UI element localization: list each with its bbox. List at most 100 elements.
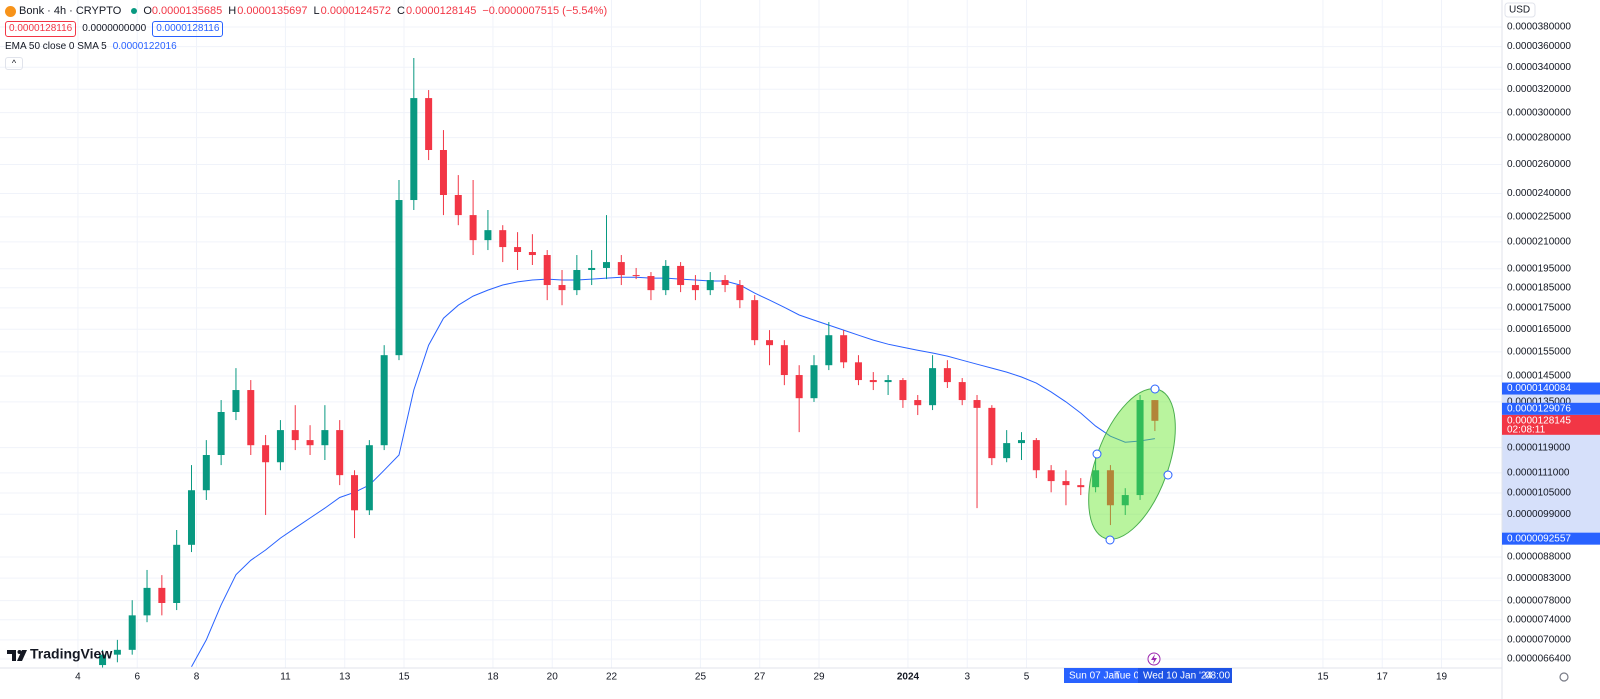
candle-body: [439, 150, 447, 195]
ohlc-value: 0.0000124572: [320, 5, 392, 17]
candle-body: [840, 335, 848, 363]
y-tick-label: 0.0000380000: [1507, 22, 1571, 33]
handle[interactable]: [1092, 449, 1102, 459]
y-tick-label: 0.0000185000: [1507, 282, 1571, 293]
y-tick-label: 0.0000074000: [1507, 614, 1571, 625]
x-tick-label: 5: [1024, 672, 1030, 683]
candle-body: [1032, 440, 1040, 471]
alert-icon[interactable]: [1147, 652, 1161, 666]
candle-body: [410, 98, 418, 201]
brand-logo[interactable]: TradingView: [7, 646, 112, 662]
x-tick-label: 15: [1317, 672, 1329, 683]
candle-body: [810, 365, 818, 399]
candle-body: [425, 98, 433, 151]
candle-body: [158, 587, 166, 603]
candle-body: [262, 445, 270, 463]
y-tick-label: 0.0000280000: [1507, 132, 1571, 143]
price-label-box: [1502, 402, 1600, 415]
candle-body: [484, 230, 492, 241]
y-tick-label: 0.0000088000: [1507, 552, 1571, 563]
indicator-name[interactable]: EMA 50 close 0 SMA 5: [5, 41, 107, 52]
y-tick-label: 0.0000225000: [1507, 212, 1571, 223]
x-tick-label: 6: [134, 672, 140, 683]
alert-bolt: [1151, 654, 1157, 664]
handle[interactable]: [1163, 470, 1173, 480]
time-axis[interactable]: [0, 668, 1502, 699]
candle-body: [1003, 443, 1011, 459]
trade-row: 0.0000128116 0.0000000000 0.0000128116: [5, 21, 607, 37]
candle-body: [632, 275, 640, 277]
price-label: 0.0000129076: [1507, 403, 1571, 414]
candle-body: [617, 262, 625, 276]
settings-icon[interactable]: [1559, 672, 1569, 682]
currency-button[interactable]: [1504, 2, 1536, 18]
logo-mark: [17, 650, 22, 654]
y-tick-label: 0.0000155000: [1507, 347, 1571, 358]
handle[interactable]: [1105, 535, 1115, 545]
price-label: 0.0000092557: [1507, 533, 1571, 544]
ellipse-drawing[interactable]: [1071, 377, 1193, 550]
x-tick-label: 3: [964, 672, 970, 683]
change: −0.0000007515 (−5.54%): [482, 5, 608, 17]
candle-body: [1077, 485, 1085, 488]
candle-body: [173, 544, 181, 603]
candle-body: [973, 400, 981, 408]
price-label: 0.0000140084: [1507, 383, 1571, 394]
y-tick-label: 0.0000135000: [1507, 397, 1571, 408]
candle-body: [1047, 470, 1055, 482]
candle-body: [721, 280, 729, 286]
candle-body: [1151, 400, 1159, 421]
ohlc-label: H: [228, 5, 237, 17]
candle-body: [795, 375, 803, 399]
candle-body: [662, 265, 670, 291]
legend: Bonk · 4h · CRYPTO O 0.0000135685 H 0.0000…: [5, 3, 607, 70]
logo-mark: [17, 650, 27, 661]
y-tick-label: 0.0000165000: [1507, 324, 1571, 335]
candle-body: [677, 265, 685, 286]
candle-body: [306, 440, 314, 446]
ohlc-label: O: [143, 5, 152, 17]
candle-body: [602, 262, 610, 268]
y-tick-label: 0.0000119000: [1507, 442, 1571, 453]
x-tick-label: 25: [695, 672, 707, 683]
candle-body: [899, 380, 907, 401]
candle-body: [1121, 495, 1129, 506]
time-label: 08:00: [1205, 671, 1230, 682]
y-tick-label: 0.0000111000: [1507, 467, 1570, 478]
candle-body: [217, 411, 225, 456]
ohlc-label: L: [313, 5, 320, 17]
symbol[interactable]: Bonk · 4h · CRYPTO: [19, 5, 122, 17]
x-tick-label: 11: [280, 672, 291, 683]
y-tick-label: 0.0000175000: [1507, 303, 1571, 314]
coin-icon: [5, 5, 16, 17]
candle-body: [929, 368, 937, 406]
candle-body: [766, 340, 774, 346]
series: [99, 58, 1159, 672]
time-range-highlight: [1064, 668, 1140, 683]
candle-body: [528, 252, 536, 256]
candle-body: [365, 445, 373, 511]
x-tick-label: 8: [194, 672, 200, 683]
candle-body: [988, 407, 996, 459]
candle-body: [128, 615, 136, 650]
candle-body: [454, 194, 462, 216]
y-tick-label: 0.0000360000: [1507, 41, 1571, 52]
y-tick-label: 0.0000210000: [1507, 236, 1571, 247]
y-tick-label: 0.0000099000: [1507, 509, 1571, 520]
handle[interactable]: [1150, 384, 1160, 394]
price-axis[interactable]: [1502, 0, 1600, 699]
buy-button[interactable]: 0.0000128116: [152, 21, 224, 37]
candle-body: [395, 200, 403, 356]
x-tick-label: 18: [487, 672, 499, 683]
y-tick-label: 0.0000078000: [1507, 595, 1571, 606]
x-tick-label: 13: [339, 672, 351, 683]
candle-body: [869, 380, 877, 383]
candle-body: [321, 430, 329, 446]
logo-mark: [7, 650, 16, 661]
currency-label[interactable]: USD: [1509, 5, 1530, 16]
candle-body: [558, 285, 566, 291]
sell-button[interactable]: 0.0000128116: [5, 21, 77, 37]
collapse-button[interactable]: ^: [5, 57, 23, 70]
